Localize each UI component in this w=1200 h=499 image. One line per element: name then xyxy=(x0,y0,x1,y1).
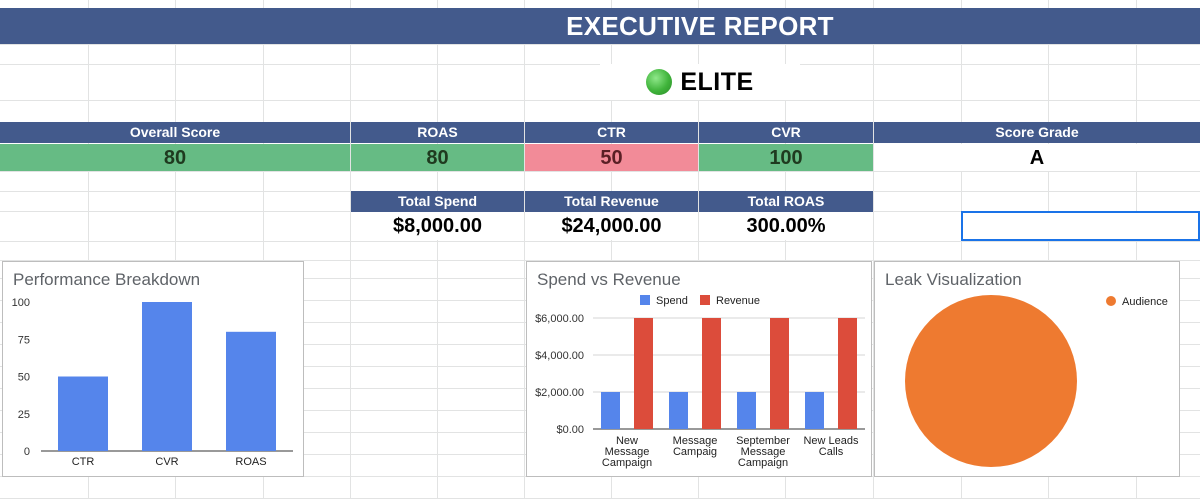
bar xyxy=(669,392,688,429)
bar xyxy=(770,318,789,429)
cvr-score-value[interactable]: 100 xyxy=(699,144,873,171)
tier-status: ELITE xyxy=(600,64,800,100)
x-tick-label: Campaign xyxy=(602,457,652,469)
roas-header: ROAS xyxy=(351,122,524,143)
y-tick-label: 0 xyxy=(24,446,30,458)
green-circle-icon xyxy=(646,69,673,95)
chart-title: Spend vs Revenue xyxy=(537,270,681,289)
grid-column-line xyxy=(785,0,786,499)
chart-title: Performance Breakdown xyxy=(13,270,201,289)
grid-column-line xyxy=(88,0,89,499)
grid-column-line xyxy=(1136,0,1137,499)
x-tick-label: Campaign xyxy=(738,457,788,469)
bar xyxy=(805,392,824,429)
x-tick-label: Campaig xyxy=(673,446,717,458)
y-tick-label: $2,000.00 xyxy=(535,387,584,399)
bar xyxy=(838,318,857,429)
legend-label: Audience xyxy=(1122,296,1168,308)
bar xyxy=(634,318,653,429)
bar xyxy=(58,376,108,451)
legend-label: Revenue xyxy=(716,295,760,307)
ctr-header: CTR xyxy=(525,122,698,143)
pie-slice xyxy=(905,295,1077,467)
grid-row-line xyxy=(0,171,1200,172)
legend-swatch xyxy=(1106,296,1116,306)
performance-breakdown-chart[interactable]: Performance Breakdown 0 25 50 75 100 CTR CVR RO… xyxy=(2,261,304,477)
score-grade-header: Score Grade xyxy=(874,122,1200,143)
grid-column-line xyxy=(437,0,438,499)
title-band: EXECUTIVE REPORT xyxy=(0,8,1200,44)
grid-column-line xyxy=(175,0,176,499)
x-tick-label: Message xyxy=(605,446,650,458)
grid-row-line xyxy=(0,260,1200,261)
grid-column-line xyxy=(263,0,264,499)
chart-title: Leak Visualization xyxy=(885,270,1022,289)
cvr-header: CVR xyxy=(699,122,873,143)
score-grade-value[interactable]: A xyxy=(874,144,1200,171)
ctr-score-value[interactable]: 50 xyxy=(525,144,698,171)
y-tick-label: 25 xyxy=(18,409,30,421)
total-roas-value[interactable]: 300.00% xyxy=(699,212,873,240)
total-spend-value[interactable]: $8,000.00 xyxy=(351,212,524,240)
overall-score-header: Overall Score xyxy=(0,122,350,143)
performance-breakdown-plot: 0 25 50 75 100 CTR CVR ROAS xyxy=(12,297,293,468)
grid-column-line xyxy=(611,0,612,499)
grid-row-line xyxy=(0,241,1200,242)
y-tick-label: $0.00 xyxy=(556,424,584,436)
total-spend-header: Total Spend xyxy=(351,191,524,212)
bar xyxy=(737,392,756,429)
total-revenue-value[interactable]: $24,000.00 xyxy=(525,212,698,240)
selected-cell[interactable] xyxy=(961,211,1200,241)
x-tick-label: Calls xyxy=(819,446,844,458)
grid-row-line xyxy=(0,100,1200,101)
x-tick-label: New xyxy=(616,435,638,447)
x-tick-label: Message xyxy=(741,446,786,458)
grid-column-line xyxy=(524,0,525,499)
x-tick-label: New Leads xyxy=(803,435,859,447)
x-tick-label: CTR xyxy=(72,456,95,468)
x-tick-label: September xyxy=(736,435,790,447)
total-roas-header: Total ROAS xyxy=(699,191,873,212)
spend-vs-revenue-plot: $0.00 $2,000.00 $4,000.00 $6,000.00 Spend Rev… xyxy=(535,295,865,469)
leak-visualization-plot: Audience xyxy=(905,295,1168,467)
bar xyxy=(226,331,276,451)
grid-column-line xyxy=(961,0,962,499)
grid-row-line xyxy=(0,44,1200,45)
x-tick-label: Message xyxy=(673,435,718,447)
total-revenue-header: Total Revenue xyxy=(525,191,698,212)
legend-label: Spend xyxy=(656,295,688,307)
grid-column-line xyxy=(873,0,874,499)
legend-swatch xyxy=(640,295,650,305)
leak-visualization-chart[interactable]: Leak Visualization Audience xyxy=(874,261,1180,477)
spend-vs-revenue-chart[interactable]: Spend vs Revenue $0.00 $2,000.00 $4,000.00… xyxy=(526,261,872,477)
grid-column-line xyxy=(1048,0,1049,499)
overall-score-value[interactable]: 80 xyxy=(0,144,350,171)
x-tick-label: CVR xyxy=(155,456,178,468)
y-tick-label: $4,000.00 xyxy=(535,350,584,362)
tier-label: ELITE xyxy=(680,67,754,96)
report-title: EXECUTIVE REPORT xyxy=(566,11,834,41)
bar xyxy=(142,302,192,451)
roas-score-value[interactable]: 80 xyxy=(351,144,524,171)
y-tick-label: $6,000.00 xyxy=(535,313,584,325)
x-tick-label: ROAS xyxy=(235,456,266,468)
bar xyxy=(601,392,620,429)
y-tick-label: 75 xyxy=(18,334,30,346)
bar xyxy=(702,318,721,429)
grid-column-line xyxy=(698,0,699,499)
legend-swatch xyxy=(700,295,710,305)
y-tick-label: 50 xyxy=(18,372,30,384)
y-tick-label: 100 xyxy=(12,297,30,309)
grid-column-line xyxy=(350,0,351,499)
